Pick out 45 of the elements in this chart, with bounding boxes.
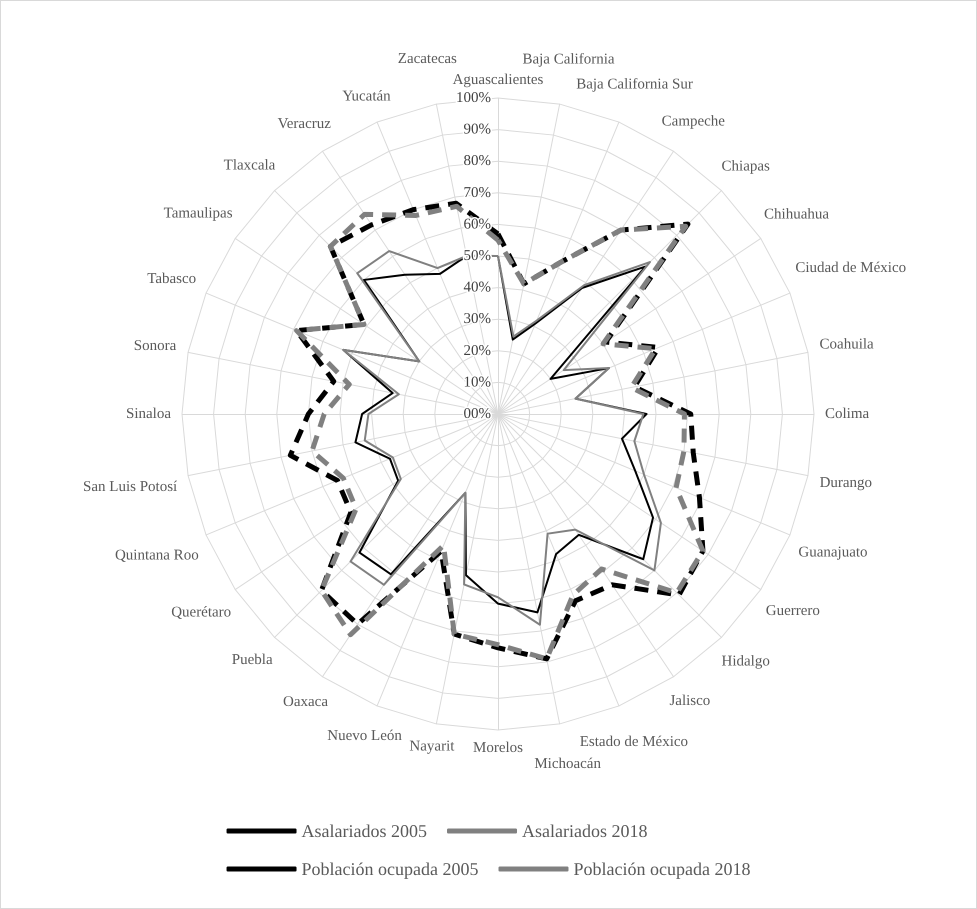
spoke-label: Campeche	[662, 114, 726, 130]
spoke-label: Tlaxcala	[224, 157, 276, 174]
legend-label: Asalariados 2018	[522, 821, 648, 841]
y-tick-label: 70%	[464, 184, 491, 201]
spoke-label: Baja California	[522, 52, 615, 68]
spoke-label: Durango	[820, 475, 872, 492]
spoke-label: Querétaro	[171, 604, 232, 620]
spoke-label: Chiapas	[722, 158, 770, 174]
spoke-label: Oaxaca	[283, 694, 328, 710]
y-tick-label: 20%	[464, 342, 491, 359]
spoke-label: Hidalgo	[722, 654, 770, 670]
spoke-label: Yucatán	[342, 88, 392, 105]
legend-label: Población ocupada 2018	[574, 859, 750, 879]
spoke-label: San Luis Potosí	[83, 479, 178, 496]
spoke-label: Morelos	[473, 740, 524, 756]
spoke-label: Nayarit	[409, 738, 456, 754]
spoke-label: Sonora	[134, 338, 177, 354]
spoke-label: Baja California Sur	[576, 76, 693, 92]
spoke-label: Guerrero	[766, 602, 820, 619]
spoke-label: Veracruz	[278, 116, 332, 132]
spoke-label: Nuevo León	[327, 728, 402, 744]
spoke-label: Jalisco	[669, 693, 710, 710]
spoke-label: Coahuila	[820, 336, 874, 353]
spoke-label: Michoacán	[534, 756, 602, 772]
y-tick-label: 30%	[464, 311, 491, 328]
spoke-label: Quintana Roo	[114, 547, 199, 564]
legend-label: Asalariados 2005	[302, 821, 428, 841]
y-tick-label: 10%	[464, 374, 491, 390]
spoke-label: Ciudad de México	[795, 260, 906, 276]
y-tick-label: 80%	[464, 153, 491, 170]
spoke-label: Aguascalientes	[452, 72, 544, 88]
legend-label: Población ocupada 2005	[302, 859, 479, 879]
y-tick-label: 100%	[456, 90, 491, 106]
spoke-label: Guanajuato	[798, 544, 868, 561]
spoke-label: Sinaloa	[126, 406, 172, 422]
y-tick-label: 90%	[464, 122, 491, 138]
spoke-label: Estado de México	[580, 734, 688, 750]
spoke-label: Puebla	[232, 652, 273, 668]
spoke-label: Zacatecas	[398, 50, 458, 67]
y-tick-label: 40%	[464, 280, 491, 296]
spoke-label: Chihuahua	[764, 206, 830, 223]
y-tick-label: 00%	[464, 406, 491, 422]
spoke-label: Colima	[824, 406, 870, 422]
spoke-label: Tabasco	[147, 270, 196, 287]
spoke-label: Tamaulipas	[164, 206, 233, 222]
